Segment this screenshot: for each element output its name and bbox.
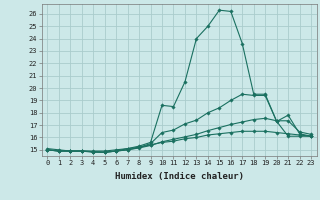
X-axis label: Humidex (Indice chaleur): Humidex (Indice chaleur) xyxy=(115,172,244,181)
